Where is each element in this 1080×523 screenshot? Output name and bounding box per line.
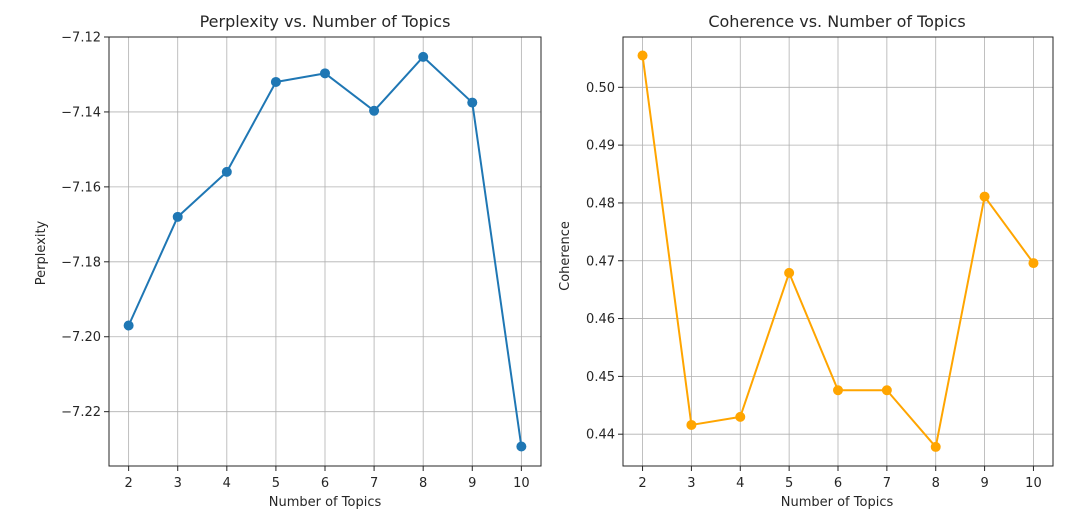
coherence-data-point [637, 50, 648, 61]
perplexity-x-tick-label: 6 [321, 476, 329, 491]
perplexity-x-tick-label: 8 [419, 476, 427, 491]
perplexity-data-point [270, 76, 281, 87]
coherence-x-tick-label: 3 [687, 476, 695, 491]
coherence-data-point [784, 267, 795, 278]
perplexity-data-point [418, 51, 429, 62]
coherence-x-axis-label: Number of Topics [781, 495, 894, 510]
perplexity-chart-title: Perplexity vs. Number of Topics [200, 12, 451, 31]
perplexity-data-point [320, 68, 330, 79]
perplexity-data-point [369, 105, 380, 116]
coherence-y-tick-label: 0.48 [586, 196, 615, 211]
coherence-data-point [930, 441, 941, 452]
coherence-y-tick-label: 0.49 [586, 139, 615, 154]
coherence-data-point [735, 411, 746, 422]
coherence-y-axis-label: Coherence [558, 221, 573, 291]
coherence-x-tick-label: 6 [834, 476, 842, 491]
coherence-data-point [833, 385, 843, 396]
perplexity-data-point [172, 211, 183, 222]
coherence-data-point [1028, 258, 1039, 269]
coherence-x-tick-label: 8 [932, 476, 940, 491]
coherence-data-point [881, 385, 892, 396]
coherence-y-tick-label: 0.47 [586, 254, 615, 269]
perplexity-y-tick-label: −7.12 [61, 31, 101, 46]
perplexity-data-point [467, 97, 478, 108]
coherence-data-point [686, 419, 697, 430]
perplexity-y-tick-label: −7.22 [61, 405, 101, 420]
coherence-chart-title: Coherence vs. Number of Topics [708, 12, 965, 31]
coherence-y-tick-label: 0.46 [586, 312, 615, 327]
perplexity-chart: Perplexity vs. Number of Topics Number o… [34, 12, 542, 510]
coherence-y-tick-label: 0.45 [586, 370, 615, 385]
coherence-x-tick-label: 2 [638, 476, 646, 491]
coherence-x-tick-label: 5 [785, 476, 793, 491]
perplexity-data-point [221, 166, 232, 177]
coherence-x-tick-label: 7 [883, 476, 891, 491]
coherence-y-tick-label: 0.50 [586, 81, 615, 96]
perplexity-x-tick-label: 5 [272, 476, 280, 491]
perplexity-y-tick-label: −7.20 [61, 330, 101, 345]
coherence-x-tick-label: 9 [980, 476, 988, 491]
coherence-x-tick-label: 4 [736, 476, 744, 491]
perplexity-x-tick-label: 4 [223, 476, 231, 491]
perplexity-y-tick-label: −7.14 [61, 105, 101, 120]
perplexity-y-tick-label: −7.16 [61, 180, 101, 195]
perplexity-y-tick-label: −7.18 [61, 255, 101, 270]
perplexity-x-tick-label: 3 [174, 476, 182, 491]
perplexity-x-tick-label: 2 [124, 476, 132, 491]
coherence-x-tick-label: 10 [1025, 476, 1042, 491]
perplexity-x-axis-label: Number of Topics [269, 495, 382, 510]
coherence-chart: Coherence vs. Number of Topics Number of… [558, 12, 1054, 510]
coherence-y-tick-label: 0.44 [586, 428, 615, 443]
perplexity-data-point [516, 441, 527, 452]
perplexity-data-point [123, 320, 134, 331]
coherence-data-point [979, 191, 990, 202]
perplexity-x-tick-label: 10 [513, 476, 530, 491]
perplexity-x-tick-label: 9 [468, 476, 476, 491]
perplexity-x-tick-label: 7 [370, 476, 378, 491]
perplexity-y-axis-label: Perplexity [34, 220, 49, 285]
